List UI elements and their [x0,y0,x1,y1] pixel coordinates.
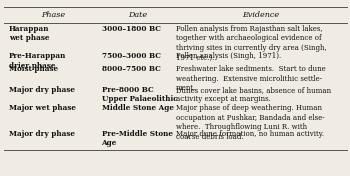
Text: 8000–7500 BC: 8000–7500 BC [102,65,160,73]
Text: Pollen analysis from Rajasthan salt lakes,
together with archaeological evidence: Pollen analysis from Rajasthan salt lake… [176,25,327,61]
Text: Phase: Phase [41,11,65,19]
Text: Pre-Harappan
drier phase: Pre-Harappan drier phase [9,52,66,70]
Text: Major wet phase: Major wet phase [9,104,76,112]
Text: Dunes cover lake basins, absence of human
activity except at margins.: Dunes cover lake basins, absence of huma… [176,86,331,103]
Text: Freshwater lake sediments.  Start to dune
weathering.  Extensive microlithic set: Freshwater lake sediments. Start to dune… [176,65,326,92]
Text: Middle Stone Age: Middle Stone Age [102,104,174,112]
Text: Major dune formation, no human activity.: Major dune formation, no human activity. [176,130,324,138]
Text: Evidence: Evidence [242,11,279,19]
Text: Major dry phase: Major dry phase [9,130,75,138]
Text: Moist phase: Moist phase [9,65,58,73]
Text: Pre-8000 BC
Upper Palaeolithic: Pre-8000 BC Upper Palaeolithic [102,86,177,103]
Text: Harappan
wet phase: Harappan wet phase [9,25,49,42]
Text: Major dry phase: Major dry phase [9,86,75,94]
Text: 7500–3000 BC: 7500–3000 BC [102,52,161,60]
Text: 3000–1800 BC: 3000–1800 BC [102,25,161,33]
Text: Major phase of deep weathering. Human
occupation at Pushkar, Bandada and else-
w: Major phase of deep weathering. Human oc… [176,104,325,141]
Text: Date: Date [128,11,147,19]
Text: Pollen analysis (Singh, 1971).: Pollen analysis (Singh, 1971). [176,52,281,60]
Text: Pre-Middle Stone
Age: Pre-Middle Stone Age [102,130,173,147]
